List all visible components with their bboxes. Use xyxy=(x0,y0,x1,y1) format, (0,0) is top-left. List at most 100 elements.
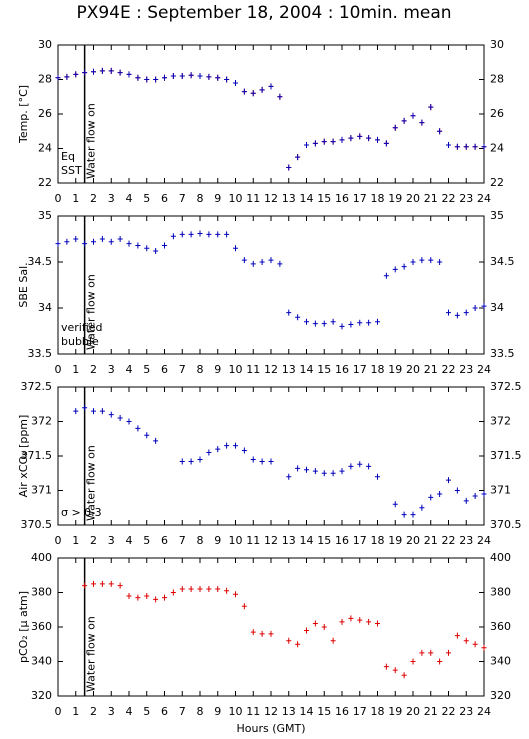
annotation: Water flow on xyxy=(85,445,98,521)
data-point xyxy=(73,408,79,415)
data-point xyxy=(295,465,301,472)
x-tick-label: 20 xyxy=(406,192,420,205)
x-tick-label: 20 xyxy=(406,534,420,547)
y-tick-label: 370.5 xyxy=(490,518,522,531)
data-point xyxy=(304,142,309,149)
data-point xyxy=(215,74,221,81)
y-tick-label: 35 xyxy=(38,209,52,222)
data-point xyxy=(401,672,407,679)
x-tick-label: 12 xyxy=(264,192,278,205)
data-point xyxy=(162,74,167,81)
x-tick-label: 10 xyxy=(229,534,243,547)
data-point xyxy=(454,632,460,639)
data-point xyxy=(144,245,150,252)
x-tick-label: 17 xyxy=(353,363,367,376)
x-tick-label: 10 xyxy=(229,363,243,376)
x-tick-label: 12 xyxy=(264,705,278,718)
x-tick-label: 13 xyxy=(282,705,296,718)
data-point xyxy=(179,458,185,465)
annotation: Water flow on xyxy=(85,103,98,179)
data-point xyxy=(366,463,372,470)
x-tick-label: 10 xyxy=(229,192,243,205)
data-point xyxy=(170,73,176,80)
data-point xyxy=(126,418,132,425)
data-point xyxy=(91,238,96,245)
data-point xyxy=(268,458,274,465)
data-point xyxy=(55,240,61,247)
x-tick-label: 0 xyxy=(55,363,62,376)
data-point xyxy=(295,314,301,321)
data-point xyxy=(117,236,123,242)
x-tick-label: 4 xyxy=(126,534,133,547)
data-point xyxy=(472,493,478,500)
data-point xyxy=(401,117,407,124)
plot-frame xyxy=(57,557,485,697)
x-tick-label: 3 xyxy=(108,192,115,205)
x-tick-label: 9 xyxy=(214,534,221,547)
data-point xyxy=(99,236,105,242)
legend-entry: Eq xyxy=(61,150,75,163)
data-point xyxy=(197,586,203,593)
legend-entry: σ > 0.3 xyxy=(61,506,102,519)
x-tick-label: 14 xyxy=(300,705,314,718)
data-point xyxy=(357,133,363,140)
data-point xyxy=(383,663,389,670)
data-point xyxy=(295,641,301,648)
y-tick-label: 22 xyxy=(38,176,52,189)
data-point xyxy=(233,245,238,252)
x-tick-label: 22 xyxy=(442,363,456,376)
data-point xyxy=(419,504,425,511)
data-point xyxy=(321,624,327,630)
data-point xyxy=(463,143,469,150)
plot-frame xyxy=(57,44,485,184)
data-point xyxy=(259,259,265,265)
data-point xyxy=(446,142,451,149)
data-point xyxy=(481,490,487,497)
x-axis-label: Hours (GMT) xyxy=(236,722,305,735)
data-point xyxy=(330,470,336,477)
data-point xyxy=(357,461,363,468)
data-point xyxy=(268,257,274,264)
x-tick-label: 23 xyxy=(459,705,473,718)
data-point xyxy=(91,68,96,75)
data-point xyxy=(233,79,238,86)
x-tick-label: 5 xyxy=(143,363,150,376)
data-point xyxy=(206,231,212,238)
data-point xyxy=(392,266,398,273)
data-point xyxy=(144,592,150,599)
data-point xyxy=(99,408,105,415)
x-tick-label: 23 xyxy=(459,534,473,547)
data-point xyxy=(312,620,318,627)
y-tick-label: 371 xyxy=(490,484,511,497)
annotation: Water flow on xyxy=(85,616,98,692)
x-tick-label: 0 xyxy=(55,705,62,718)
x-tick-label: 17 xyxy=(353,534,367,547)
data-point xyxy=(330,318,336,325)
x-tick-label: 19 xyxy=(388,363,402,376)
x-tick-label: 1 xyxy=(72,192,79,205)
x-tick-label: 17 xyxy=(353,192,367,205)
data-point xyxy=(153,247,159,254)
data-point xyxy=(162,594,167,601)
x-tick-label: 4 xyxy=(126,363,133,376)
y-tick-label: 28 xyxy=(38,73,52,86)
data-point xyxy=(259,458,265,465)
y-tick-label: 371 xyxy=(31,484,52,497)
x-tick-label: 11 xyxy=(246,534,260,547)
data-point xyxy=(375,318,380,325)
x-tick-label: 15 xyxy=(317,705,331,718)
data-point xyxy=(463,637,469,644)
x-tick-label: 16 xyxy=(335,192,349,205)
x-tick-label: 8 xyxy=(197,534,204,547)
data-point xyxy=(250,90,256,97)
chart-title: PX94E : September 18, 2004 : 10min. mean xyxy=(76,3,451,23)
x-tick-label: 11 xyxy=(246,705,260,718)
data-point xyxy=(197,230,203,237)
data-point xyxy=(419,649,425,656)
data-point xyxy=(233,591,238,598)
y-tick-label: 28 xyxy=(490,73,504,86)
data-point xyxy=(295,154,301,161)
x-tick-label: 18 xyxy=(371,192,385,205)
data-point xyxy=(481,303,487,310)
